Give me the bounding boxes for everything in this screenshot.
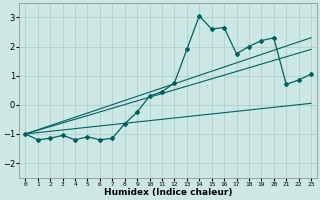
X-axis label: Humidex (Indice chaleur): Humidex (Indice chaleur)	[104, 188, 232, 197]
